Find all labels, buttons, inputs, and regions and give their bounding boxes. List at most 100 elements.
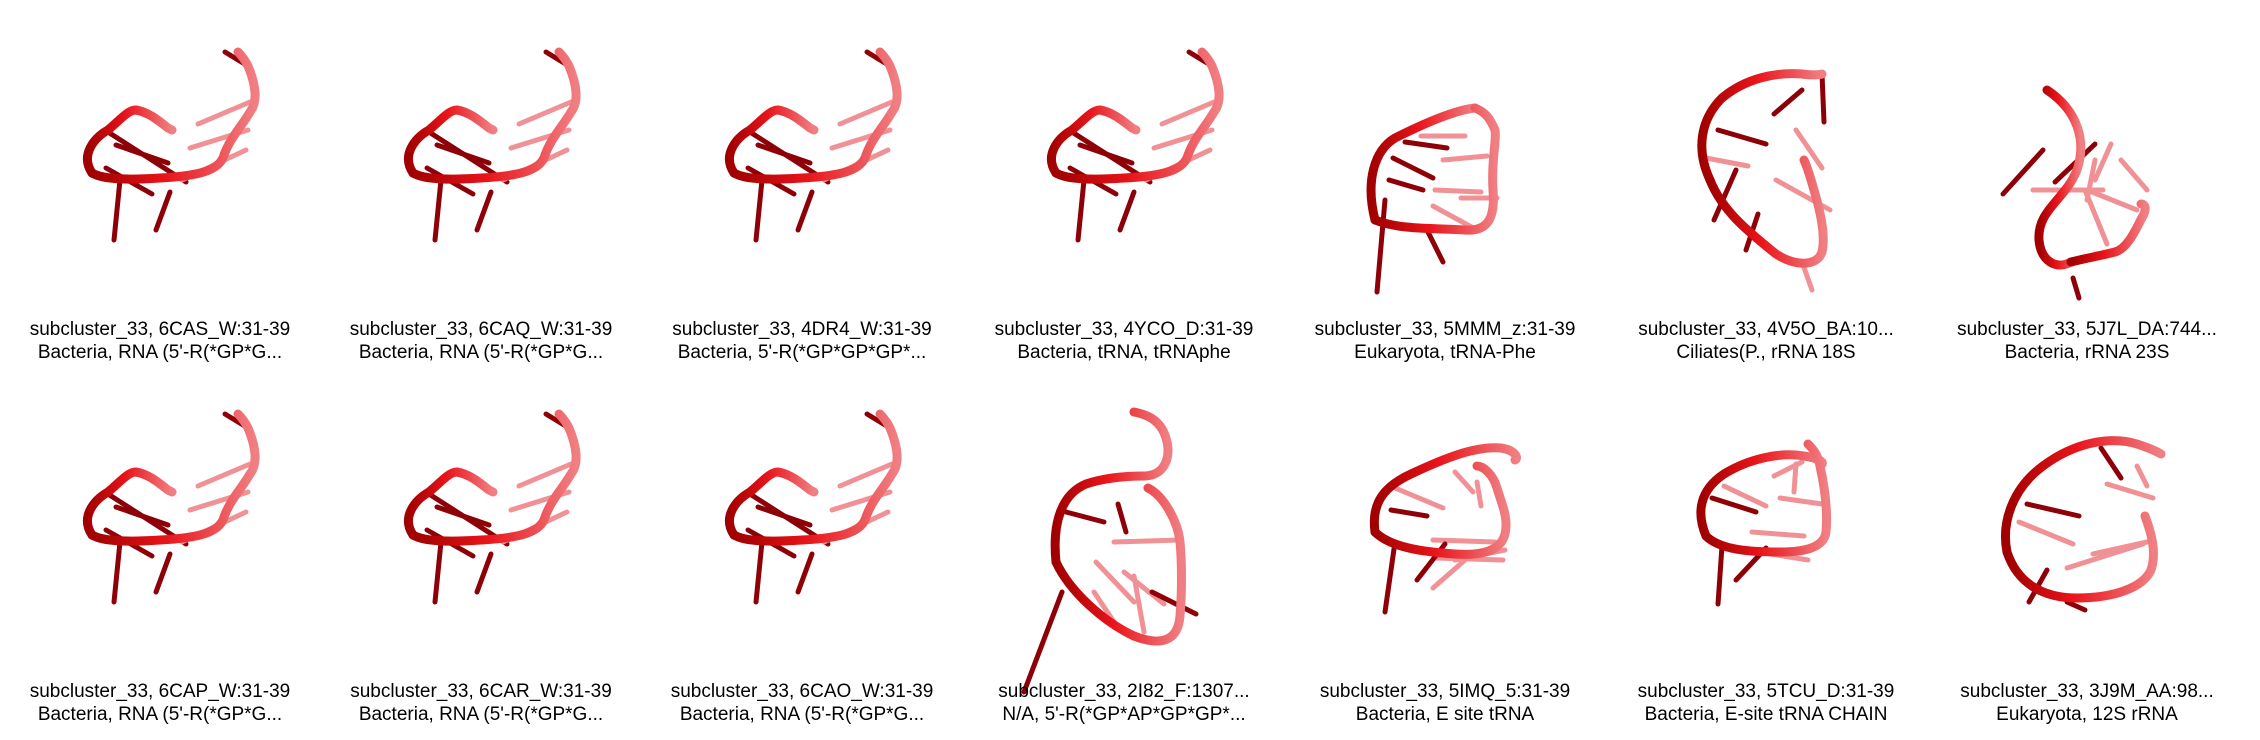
structure-tile: subcluster_33, 5TCU_D:31-39 Bacteria, E-… — [1606, 362, 1926, 725]
caption-line-1: subcluster_33, 4YCO_D:31-39 — [994, 319, 1254, 340]
tile-caption: subcluster_33, 5IMQ_5:31-39 Bacteria, E … — [1285, 680, 1605, 726]
nucleotide-base — [1709, 495, 1759, 515]
rna-structure-render — [724, 409, 902, 605]
caption-line-1: subcluster_33, 6CAQ_W:31-39 — [349, 319, 613, 340]
rna-structure-render — [1021, 407, 1199, 695]
tile-caption: subcluster_33, 6CAQ_W:31-39 Bacteria, RN… — [321, 318, 641, 364]
backbone-tube — [729, 47, 902, 184]
structure-tile: subcluster_33, 6CAQ_W:31-39 Bacteria, RN… — [321, 0, 641, 363]
backbone-tube — [403, 105, 498, 178]
structure-tile: subcluster_33, 5IMQ_5:31-39 Bacteria, E … — [1285, 362, 1605, 725]
tile-caption: subcluster_33, 5J7L_DA:744... Bacteria, … — [1927, 318, 2247, 364]
backbone-tube — [1370, 103, 1500, 235]
tile-caption: subcluster_33, 4YCO_D:31-39 Bacteria, tR… — [964, 318, 1284, 364]
nucleotide-base — [1063, 509, 1107, 525]
nucleotide-base — [1749, 529, 1807, 539]
nucleotide-base — [153, 551, 173, 595]
caption-line-2: Bacteria, RNA (5'-R(*GP*G... — [37, 342, 283, 363]
tile-caption: subcluster_33, 4DR4_W:31-39 Bacteria, 5'… — [642, 318, 962, 364]
nucleotide-base — [753, 177, 765, 243]
caption-line-2: Ciliates(P., rRNA 18S — [1676, 342, 1856, 363]
tile-caption: subcluster_33, 4V5O_BA:10... Ciliates(P.… — [1606, 318, 1926, 364]
nucleotide-base — [1115, 501, 1129, 535]
nucleotide-base — [1440, 153, 1490, 163]
nucleotide-base — [2098, 445, 2124, 481]
nucleotide-base — [1452, 469, 1476, 495]
nucleotide-base — [1432, 187, 1484, 195]
nucleotide-base — [195, 461, 253, 489]
backbone-tube — [1705, 155, 1828, 268]
nucleotide-base — [755, 142, 813, 166]
nucleotide-base — [1021, 589, 1065, 695]
rna-structure-render — [1696, 439, 1832, 607]
structure-tile: subcluster_33, 4V5O_BA:10... Ciliates(P.… — [1606, 0, 1926, 363]
nucleotide-base — [1392, 485, 1446, 511]
nucleotide-base — [111, 177, 123, 243]
nucleotide-base — [1093, 559, 1137, 605]
caption-line-2: Bacteria, RNA (5'-R(*GP*G... — [358, 342, 604, 363]
nucleotide-base — [1075, 177, 1087, 243]
nucleotide-base — [111, 539, 123, 605]
tile-caption: subcluster_33, 6CAP_W:31-39 Bacteria, RN… — [0, 680, 320, 726]
nucleotide-base — [1771, 459, 1805, 479]
backbone-tube — [1369, 443, 1521, 537]
nucleotide-base — [1791, 461, 1799, 495]
caption-line-1: subcluster_33, 2I82_F:1307... — [998, 681, 1250, 702]
rna-structure-render — [1697, 69, 1833, 293]
nucleotide-base — [2118, 157, 2150, 193]
backbone-tube — [1370, 461, 1511, 559]
nucleotide-base — [516, 461, 574, 489]
caption-line-2: Eukaryota, 12S rRNA — [1996, 704, 2178, 725]
caption-line-1: subcluster_33, 5J7L_DA:744... — [1957, 319, 2217, 340]
backbone-tube — [2001, 436, 2166, 557]
backbone-tube — [1050, 407, 1173, 567]
backbone-tube — [1696, 450, 1827, 541]
backbone-tube — [408, 47, 581, 184]
nucleotide-base — [1793, 127, 1825, 171]
nucleotide-base — [2092, 141, 2114, 183]
nucleotide-base — [434, 504, 492, 528]
structure-tile: subcluster_33, 6CAO_W:31-39 Bacteria, RN… — [642, 362, 962, 725]
caption-line-2: Bacteria, RNA (5'-R(*GP*G... — [679, 704, 925, 725]
backbone-tube — [403, 467, 498, 540]
nucleotide-base — [1430, 557, 1468, 591]
nucleotide-base — [2084, 187, 2140, 213]
backbone-tube — [87, 47, 260, 184]
nucleotide-base — [2134, 463, 2150, 489]
caption-line-1: subcluster_33, 4V5O_BA:10... — [1638, 319, 1894, 340]
tile-caption: subcluster_33, 6CAS_W:31-39 Bacteria, RN… — [0, 318, 320, 364]
caption-line-2: Bacteria, RNA (5'-R(*GP*G... — [358, 704, 604, 725]
backbone-tube — [1701, 439, 1832, 557]
nucleotide-base — [2000, 147, 2046, 197]
nucleotide-base — [113, 504, 171, 528]
nucleotide-base — [2024, 501, 2082, 519]
structure-tile: subcluster_33, 4YCO_D:31-39 Bacteria, tR… — [964, 0, 1284, 363]
backbone-tube — [1051, 483, 1186, 646]
backbone-tube — [1051, 47, 1224, 184]
nucleotide-base — [1430, 537, 1498, 545]
caption-line-1: subcluster_33, 6CAO_W:31-39 — [670, 681, 934, 702]
backbone-tube — [2034, 85, 2086, 270]
tile-caption: subcluster_33, 3J9M_AA:98... Eukaryota, … — [1927, 680, 2247, 726]
structure-tile: subcluster_33, 5J7L_DA:744... Bacteria, … — [1927, 0, 2247, 363]
caption-line-2: Bacteria, RNA (5'-R(*GP*G... — [37, 704, 283, 725]
nucleotide-base — [1715, 543, 1725, 607]
nucleotide-base — [755, 504, 813, 528]
nucleotide-base — [1390, 155, 1436, 181]
rna-structure-render — [1366, 103, 1500, 295]
tile-caption: subcluster_33, 6CAO_W:31-39 Bacteria, RN… — [642, 680, 962, 726]
nucleotide-base — [1777, 495, 1825, 507]
nucleotide-base — [2064, 599, 2088, 613]
caption-line-1: subcluster_33, 5MMM_z:31-39 — [1314, 319, 1576, 340]
nucleotide-base — [1159, 99, 1217, 127]
backbone-tube — [729, 409, 902, 546]
nucleotide-base — [1771, 87, 1805, 117]
nucleotide-base — [2090, 539, 2150, 557]
nucleotide-base — [2104, 481, 2156, 501]
nucleotide-base — [1402, 139, 1450, 151]
rna-structure-render — [724, 47, 902, 243]
rna-structure-render — [2001, 436, 2166, 613]
nucleotide-base — [432, 177, 444, 243]
nucleotide-base — [195, 99, 253, 127]
